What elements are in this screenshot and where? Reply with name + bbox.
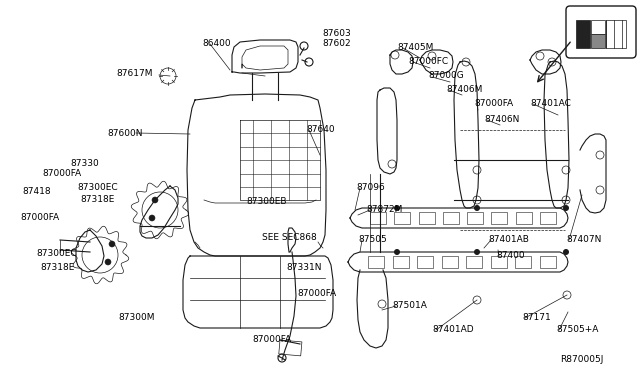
Bar [467, 256, 483, 268]
Text: 87401AC: 87401AC [530, 99, 571, 108]
Text: 87406M: 87406M [446, 84, 483, 93]
Text: 87300M: 87300M [118, 314, 154, 323]
Text: 87300EB: 87300EB [246, 198, 287, 206]
Bar [368, 256, 384, 268]
Bar [576, 20, 590, 48]
Circle shape [105, 259, 111, 265]
Circle shape [563, 205, 569, 211]
Bar [417, 256, 433, 268]
Text: 87000FA: 87000FA [42, 170, 81, 179]
Text: 87600N: 87600N [107, 128, 143, 138]
Text: 87000G: 87000G [428, 71, 464, 80]
Text: 87617M: 87617M [116, 70, 152, 78]
Text: 87318E: 87318E [80, 196, 115, 205]
Text: 87171: 87171 [522, 312, 551, 321]
Text: 86400: 86400 [202, 38, 230, 48]
Circle shape [394, 249, 400, 255]
Circle shape [563, 249, 569, 255]
Bar [392, 256, 408, 268]
Text: R870005J: R870005J [560, 356, 604, 365]
Text: 87096: 87096 [356, 183, 385, 192]
Text: 87400: 87400 [496, 250, 525, 260]
Text: 87418: 87418 [22, 186, 51, 196]
Bar [540, 212, 556, 224]
Text: 87300EC: 87300EC [77, 183, 118, 192]
Text: 87872M: 87872M [366, 205, 403, 214]
Text: 87318E: 87318E [40, 263, 74, 272]
Bar [515, 256, 531, 268]
Text: SEE SEC868: SEE SEC868 [262, 232, 317, 241]
Circle shape [149, 215, 155, 221]
Bar [492, 212, 508, 224]
Text: 87501A: 87501A [392, 301, 427, 310]
Text: 87405M: 87405M [397, 42, 433, 51]
Text: 87401AD: 87401AD [432, 324, 474, 334]
Bar [394, 212, 410, 224]
Bar [491, 256, 507, 268]
Circle shape [394, 205, 400, 211]
Text: 87406N: 87406N [484, 115, 520, 124]
Bar [591, 34, 605, 48]
Text: 87000FA: 87000FA [20, 214, 59, 222]
Bar [419, 212, 435, 224]
Text: 87000FC: 87000FC [408, 57, 448, 65]
Text: 87603: 87603 [322, 29, 351, 38]
Text: 87331N: 87331N [286, 263, 321, 273]
Text: 87401AB: 87401AB [488, 234, 529, 244]
Text: 87505+A: 87505+A [556, 324, 598, 334]
Bar [279, 340, 302, 356]
Text: 87407N: 87407N [566, 234, 602, 244]
Text: 87000FA: 87000FA [474, 99, 513, 109]
Text: 87000FA: 87000FA [297, 289, 336, 298]
Bar [540, 256, 556, 268]
Text: 87505: 87505 [358, 234, 387, 244]
Text: 87640: 87640 [306, 125, 335, 134]
Text: 87330: 87330 [70, 158, 99, 167]
Bar [442, 256, 458, 268]
Circle shape [152, 197, 158, 203]
Bar [516, 212, 532, 224]
Bar [591, 20, 605, 34]
Text: 87602: 87602 [322, 39, 351, 48]
Circle shape [474, 249, 480, 255]
Text: 87300EC: 87300EC [36, 250, 77, 259]
Bar [467, 212, 483, 224]
Bar [370, 212, 386, 224]
Bar [606, 20, 626, 48]
Circle shape [109, 241, 115, 247]
Bar [443, 212, 459, 224]
Circle shape [474, 205, 480, 211]
Text: 87000FA: 87000FA [252, 336, 291, 344]
